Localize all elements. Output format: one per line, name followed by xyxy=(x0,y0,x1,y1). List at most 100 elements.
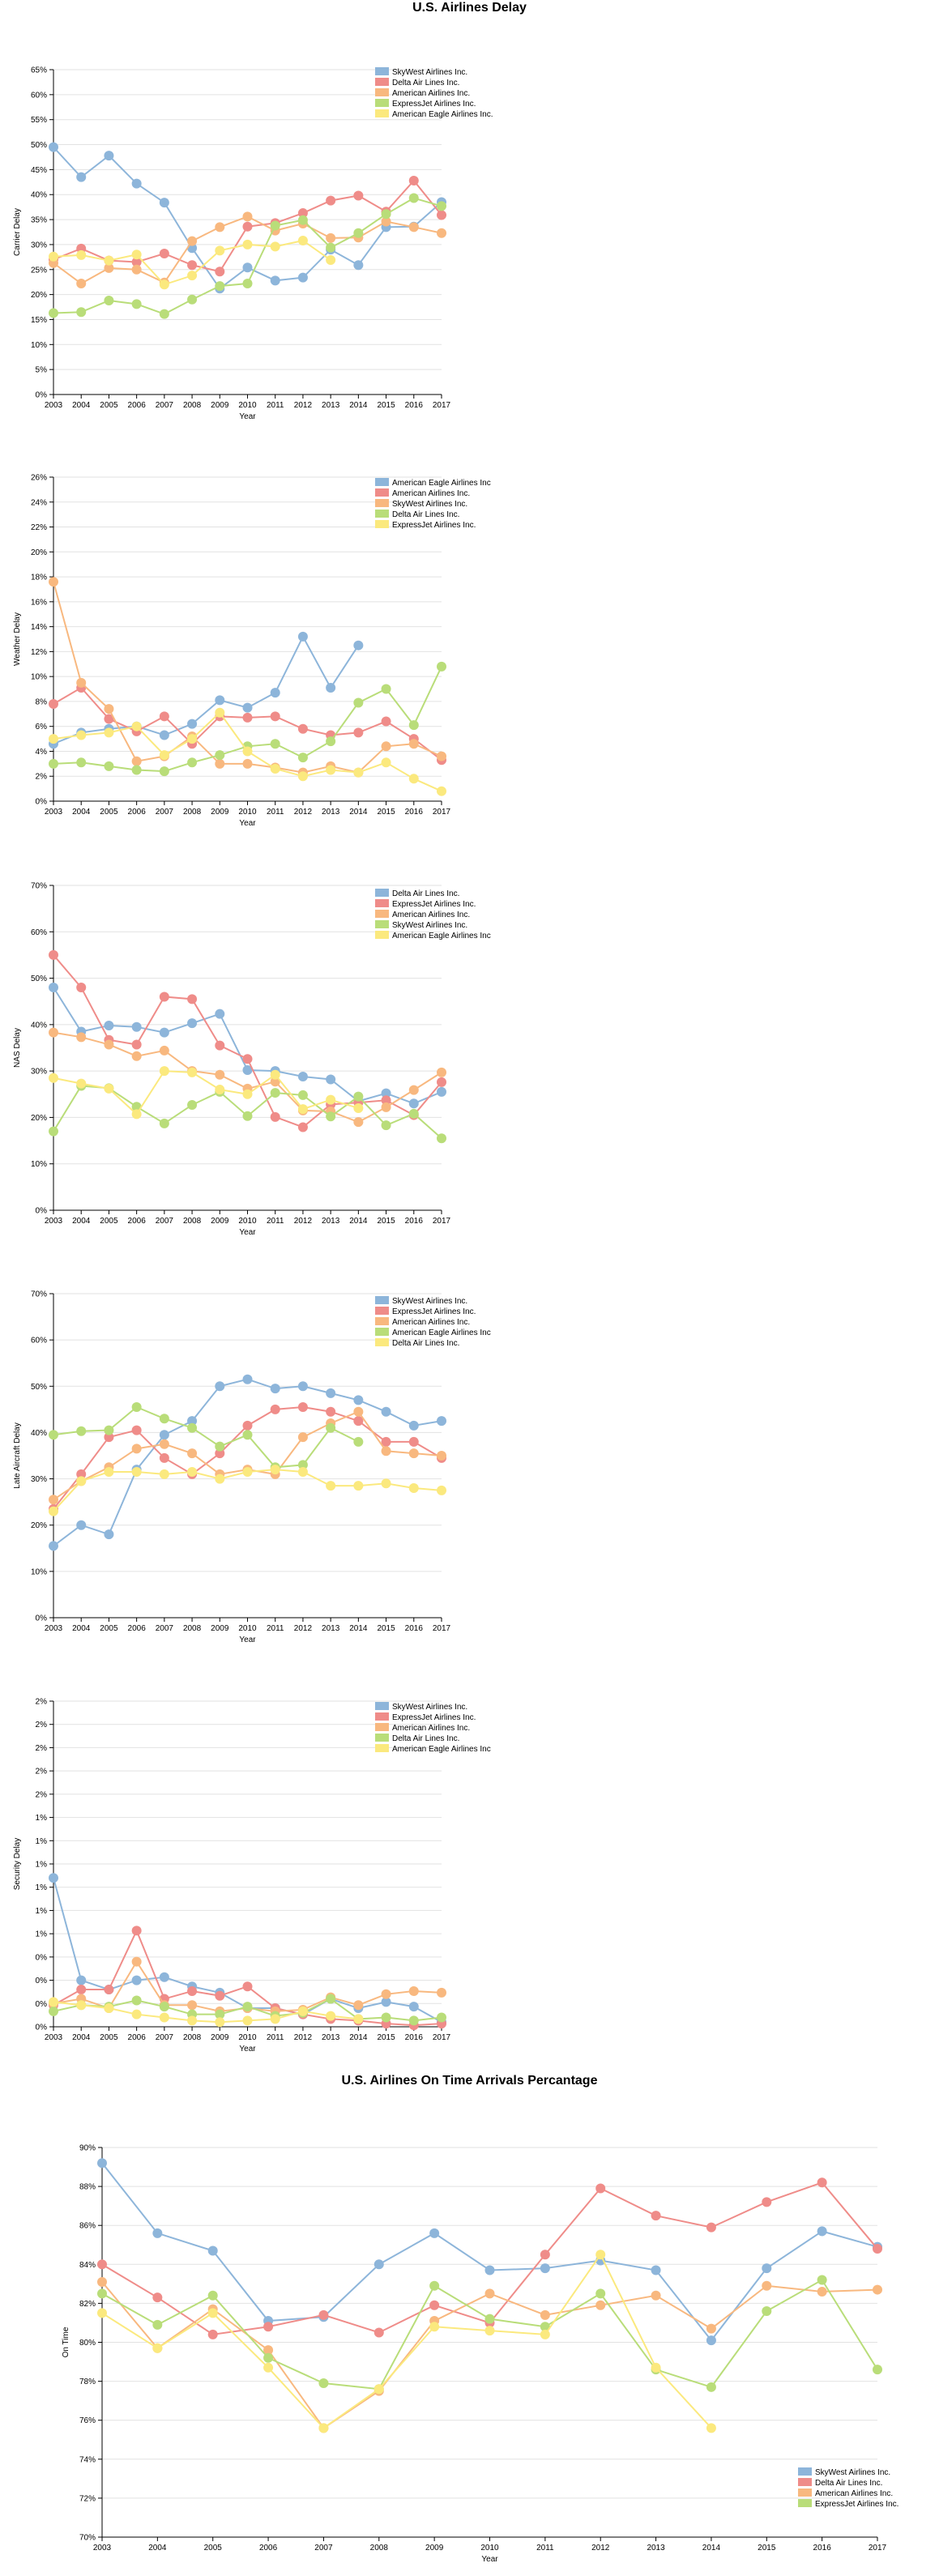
legend-swatch xyxy=(375,510,389,518)
data-point xyxy=(297,272,308,283)
data-point xyxy=(104,2003,114,2014)
legend-label: Delta Air Lines Inc. xyxy=(392,889,459,898)
data-point xyxy=(706,2222,716,2233)
data-point xyxy=(270,275,280,286)
nas-chart: 0% 10% 20% 30% 40% 50% 60% 70% 2003 2004 2005 2006 2… xyxy=(13,882,491,1238)
data-point xyxy=(408,2015,419,2026)
y-tick-label: 25% xyxy=(31,266,47,275)
data-point xyxy=(706,2323,716,2334)
data-point xyxy=(326,1388,336,1398)
data-point xyxy=(131,1402,142,1412)
data-point xyxy=(353,1406,364,1417)
x-tick-label: 2013 xyxy=(647,2544,665,2553)
legend-label: American Airlines Inc. xyxy=(392,911,470,919)
x-tick-label: 2014 xyxy=(349,808,368,817)
data-point xyxy=(49,758,58,769)
data-point xyxy=(76,1985,87,1995)
data-point xyxy=(651,2265,661,2275)
data-point xyxy=(381,1478,391,1489)
legend-swatch xyxy=(375,1317,389,1325)
x-tick-label: 2015 xyxy=(377,808,395,817)
data-point xyxy=(318,2423,329,2433)
y-tick-label: 12% xyxy=(31,648,47,657)
data-point xyxy=(484,2288,495,2299)
legend-swatch xyxy=(375,1723,389,1731)
series-line xyxy=(101,2253,712,2429)
data-point xyxy=(381,1406,391,1417)
x-tick-label: 2012 xyxy=(591,2544,610,2553)
data-point xyxy=(270,1404,280,1414)
data-point xyxy=(326,2011,336,2021)
y-tick-label: 20% xyxy=(31,548,47,557)
y-tick-label: 10% xyxy=(31,1160,47,1169)
x-tick-label: 2003 xyxy=(93,2544,112,2553)
data-point xyxy=(540,2309,550,2320)
data-point xyxy=(159,2012,169,2023)
series-yellow xyxy=(49,1465,446,1516)
data-point xyxy=(326,1994,336,2004)
data-point xyxy=(873,2365,882,2375)
series-line xyxy=(53,1378,442,1547)
data-point xyxy=(131,1444,142,1454)
data-point xyxy=(104,1432,114,1443)
data-point xyxy=(131,1956,142,1967)
x-tick-label: 2016 xyxy=(813,2544,832,2553)
data-point xyxy=(595,2250,606,2260)
data-point xyxy=(381,2012,391,2023)
x-tick-label: 2005 xyxy=(100,2033,118,2042)
data-point xyxy=(408,1098,419,1109)
legend-label: SkyWest Airlines Inc. xyxy=(392,68,467,77)
legend-swatch xyxy=(375,910,389,918)
y-tick-label: 90% xyxy=(79,2144,96,2153)
data-point xyxy=(49,251,58,262)
data-point xyxy=(76,1078,87,1089)
data-point xyxy=(159,992,169,1002)
legend-swatch xyxy=(375,931,389,939)
data-point xyxy=(381,741,391,752)
y-tick-label: 2% xyxy=(36,1721,48,1729)
data-point xyxy=(187,1467,198,1477)
x-tick-label: 2003 xyxy=(45,808,63,817)
data-point xyxy=(381,684,391,694)
legend: SkyWest Airlines Inc. Delta Air Lines Inc… xyxy=(798,2467,898,2509)
data-point xyxy=(97,2276,107,2287)
data-point xyxy=(104,1985,114,1995)
y-tick-label: 65% xyxy=(31,66,47,75)
data-point xyxy=(187,271,198,281)
data-point xyxy=(353,228,364,238)
y-tick-label: 0% xyxy=(36,1614,48,1623)
data-point xyxy=(270,2014,280,2024)
data-point xyxy=(242,1374,253,1384)
data-point xyxy=(76,730,87,740)
legend-swatch xyxy=(375,88,389,96)
data-point xyxy=(353,1436,364,1447)
data-point xyxy=(242,1430,253,1440)
x-tick-label: 2015 xyxy=(377,1217,395,1226)
data-point xyxy=(437,1416,446,1427)
y-tick-label: 76% xyxy=(79,2416,96,2425)
legend: SkyWest Airlines Inc.ExpressJet Airlines… xyxy=(375,1296,491,1348)
data-point xyxy=(159,1452,169,1463)
data-point xyxy=(104,727,114,738)
y-tick-label: 40% xyxy=(31,191,47,200)
data-point xyxy=(762,2280,772,2291)
data-point xyxy=(817,2177,827,2188)
y-tick-label: 2% xyxy=(36,1768,48,1776)
x-tick-label: 2012 xyxy=(294,2033,313,2042)
data-point xyxy=(484,2314,495,2324)
data-point xyxy=(318,2309,329,2320)
legend-label: Delta Air Lines Inc. xyxy=(392,1734,459,1743)
data-point xyxy=(326,232,336,243)
x-tick-label: 2013 xyxy=(322,401,340,410)
data-point xyxy=(353,1416,364,1427)
x-tick-label: 2012 xyxy=(294,1624,313,1633)
x-tick-label: 2005 xyxy=(100,1624,118,1633)
x-axis-label: Year xyxy=(239,819,256,828)
data-point xyxy=(437,1451,446,1461)
y-axis-label: On Time xyxy=(62,2327,70,2357)
data-point xyxy=(207,2245,218,2256)
data-point xyxy=(215,750,225,761)
y-tick-label: 70% xyxy=(31,1290,47,1299)
data-point xyxy=(297,235,308,245)
